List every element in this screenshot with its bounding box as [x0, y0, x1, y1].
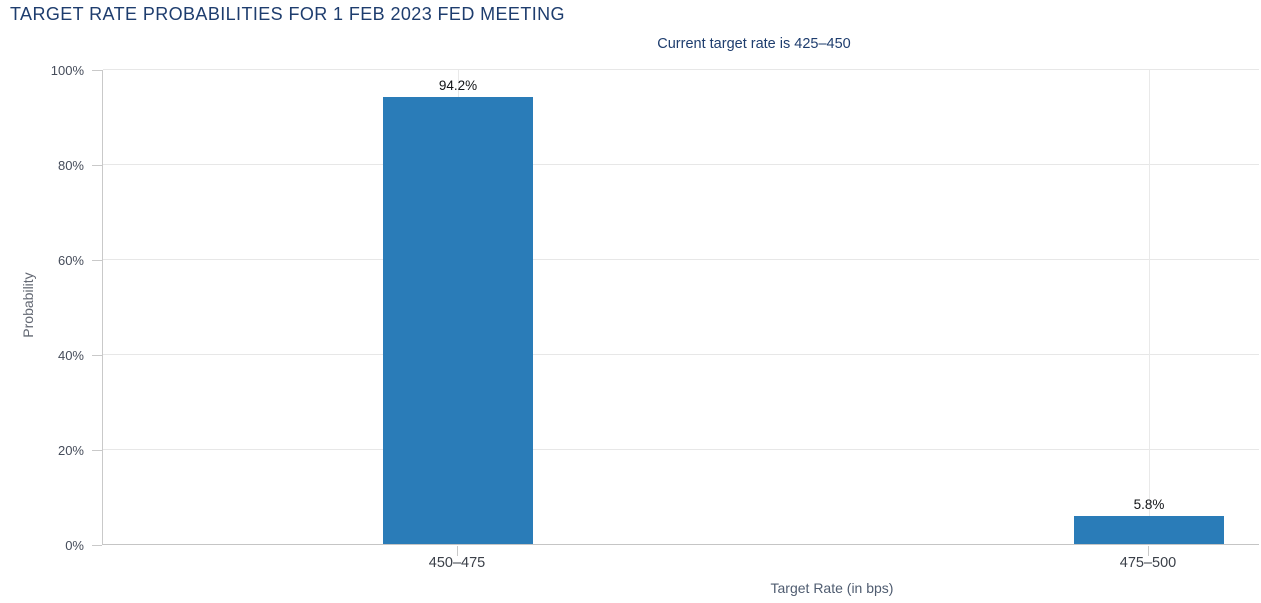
y-tick-label-40: 40%: [57, 348, 84, 363]
y-gridline-80: [103, 164, 1259, 165]
x-axis-tick-1: [1148, 546, 1149, 556]
bar-450–475[interactable]: [383, 96, 533, 544]
chart-subtitle: Current target rate is 425–450: [657, 36, 851, 52]
y-tick-label-100: 100%: [50, 63, 84, 78]
y-axis-tick-100: [92, 70, 102, 71]
x-axis-title: Target Rate (in bps): [770, 580, 894, 596]
y-axis-tick-0: [92, 545, 102, 546]
bar-value-label-1: 5.8%: [1133, 497, 1165, 513]
y-axis-title: Probability: [20, 272, 36, 338]
y-gridline-40: [103, 354, 1259, 355]
y-axis-tick-60: [92, 260, 102, 261]
chart-title: TARGET RATE PROBABILITIES FOR 1 FEB 2023…: [10, 4, 565, 24]
x-axis-tick-0: [457, 546, 458, 556]
y-gridline-100: [103, 69, 1259, 70]
y-gridline-20: [103, 449, 1259, 450]
y-gridline-60: [103, 259, 1259, 260]
y-tick-label-0: 0%: [65, 538, 84, 553]
y-tick-label-60: 60%: [57, 253, 84, 268]
y-axis-tick-40: [92, 355, 102, 356]
x-category-label-1: 475–500: [1119, 555, 1177, 571]
y-tick-label-80: 80%: [57, 158, 84, 173]
plot-area: 94.2% 5.8%: [102, 69, 1259, 545]
y-tick-label-20: 20%: [57, 443, 84, 458]
x-gridline-1: [1149, 70, 1150, 544]
bar-475–500[interactable]: [1074, 516, 1224, 544]
bar-value-label-0: 94.2%: [438, 77, 478, 93]
x-category-label-0: 450–475: [428, 555, 486, 571]
y-axis-tick-20: [92, 450, 102, 451]
y-axis-tick-80: [92, 165, 102, 166]
